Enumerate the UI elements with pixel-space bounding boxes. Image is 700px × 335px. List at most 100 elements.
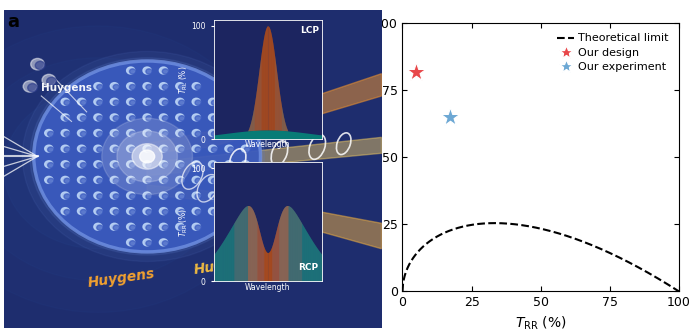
Circle shape bbox=[143, 208, 151, 215]
Circle shape bbox=[192, 98, 200, 105]
Circle shape bbox=[146, 100, 152, 105]
Circle shape bbox=[228, 147, 234, 152]
Circle shape bbox=[225, 98, 233, 105]
Circle shape bbox=[130, 131, 136, 137]
Circle shape bbox=[23, 81, 37, 92]
Circle shape bbox=[211, 209, 218, 215]
Circle shape bbox=[80, 100, 87, 105]
Circle shape bbox=[209, 145, 217, 152]
Text: RCP: RCP bbox=[299, 263, 318, 272]
Circle shape bbox=[244, 162, 251, 168]
Circle shape bbox=[127, 145, 135, 152]
Circle shape bbox=[162, 147, 169, 152]
X-axis label: $T_{\mathrm{RR}}$ (%): $T_{\mathrm{RR}}$ (%) bbox=[515, 315, 566, 332]
Circle shape bbox=[132, 144, 162, 169]
Point bbox=[444, 115, 455, 120]
Circle shape bbox=[160, 145, 168, 152]
Circle shape bbox=[162, 194, 169, 199]
Circle shape bbox=[130, 162, 136, 168]
Circle shape bbox=[48, 147, 54, 152]
Circle shape bbox=[64, 147, 70, 152]
Circle shape bbox=[31, 58, 44, 70]
Circle shape bbox=[64, 131, 70, 137]
Circle shape bbox=[162, 241, 169, 246]
Circle shape bbox=[160, 161, 168, 168]
Circle shape bbox=[160, 177, 168, 183]
Circle shape bbox=[209, 130, 217, 136]
Circle shape bbox=[146, 178, 152, 184]
Circle shape bbox=[127, 98, 135, 105]
Circle shape bbox=[143, 98, 151, 105]
Circle shape bbox=[176, 145, 184, 152]
Circle shape bbox=[80, 162, 87, 168]
Circle shape bbox=[139, 150, 155, 163]
Circle shape bbox=[22, 52, 272, 261]
Circle shape bbox=[162, 84, 169, 90]
Circle shape bbox=[176, 177, 184, 183]
Circle shape bbox=[195, 147, 202, 152]
Circle shape bbox=[160, 83, 168, 90]
Circle shape bbox=[228, 162, 234, 168]
Circle shape bbox=[178, 100, 185, 105]
Circle shape bbox=[48, 178, 54, 184]
Circle shape bbox=[178, 194, 185, 199]
Circle shape bbox=[225, 177, 233, 183]
Circle shape bbox=[192, 177, 200, 183]
Circle shape bbox=[244, 178, 251, 184]
Circle shape bbox=[110, 83, 118, 90]
Circle shape bbox=[195, 162, 202, 168]
Circle shape bbox=[97, 84, 103, 90]
Circle shape bbox=[130, 69, 136, 74]
Circle shape bbox=[64, 209, 70, 215]
Circle shape bbox=[127, 114, 135, 121]
Circle shape bbox=[130, 84, 136, 90]
X-axis label: Wavelength: Wavelength bbox=[245, 140, 290, 149]
Circle shape bbox=[225, 145, 233, 152]
Circle shape bbox=[195, 194, 202, 199]
Circle shape bbox=[94, 83, 102, 90]
Circle shape bbox=[211, 178, 218, 184]
Circle shape bbox=[143, 223, 151, 230]
Circle shape bbox=[143, 114, 151, 121]
Circle shape bbox=[209, 177, 217, 183]
Circle shape bbox=[176, 161, 184, 168]
Circle shape bbox=[176, 192, 184, 199]
Circle shape bbox=[113, 84, 120, 90]
Circle shape bbox=[195, 100, 202, 105]
Circle shape bbox=[241, 161, 250, 168]
Circle shape bbox=[78, 98, 86, 105]
Circle shape bbox=[176, 98, 184, 105]
Circle shape bbox=[80, 147, 87, 152]
Circle shape bbox=[94, 145, 102, 152]
Circle shape bbox=[127, 192, 135, 199]
Circle shape bbox=[94, 177, 102, 183]
Circle shape bbox=[162, 69, 169, 74]
Circle shape bbox=[241, 145, 250, 152]
Circle shape bbox=[178, 116, 185, 121]
Circle shape bbox=[228, 209, 234, 215]
Circle shape bbox=[209, 114, 217, 121]
Circle shape bbox=[178, 209, 185, 215]
Circle shape bbox=[225, 114, 233, 121]
Circle shape bbox=[162, 116, 169, 121]
Circle shape bbox=[28, 83, 38, 92]
Circle shape bbox=[61, 114, 69, 121]
Circle shape bbox=[211, 116, 218, 121]
Circle shape bbox=[78, 177, 86, 183]
Circle shape bbox=[146, 131, 152, 137]
Circle shape bbox=[97, 225, 103, 230]
X-axis label: Wavelength: Wavelength bbox=[245, 283, 290, 292]
Circle shape bbox=[178, 84, 185, 90]
Circle shape bbox=[97, 194, 103, 199]
Circle shape bbox=[162, 162, 169, 168]
Circle shape bbox=[211, 147, 218, 152]
Circle shape bbox=[130, 178, 136, 184]
Circle shape bbox=[102, 118, 193, 195]
Circle shape bbox=[45, 145, 53, 152]
Circle shape bbox=[211, 162, 218, 168]
Circle shape bbox=[35, 61, 45, 70]
Circle shape bbox=[146, 194, 152, 199]
Circle shape bbox=[176, 114, 184, 121]
Circle shape bbox=[176, 130, 184, 136]
Circle shape bbox=[94, 223, 102, 230]
